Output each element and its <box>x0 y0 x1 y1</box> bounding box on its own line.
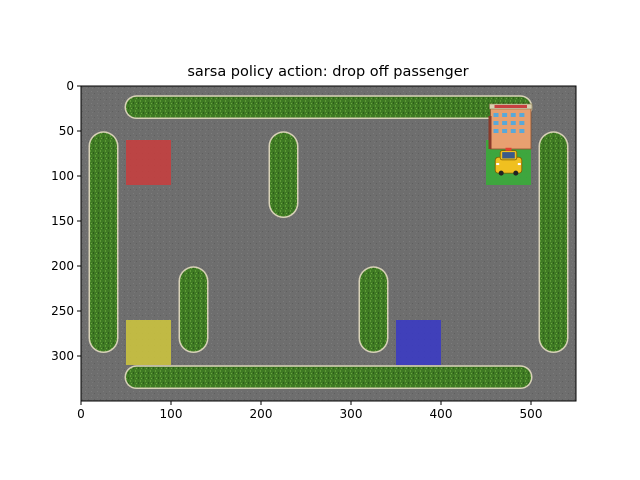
y-tick-label-250: 250 <box>51 304 74 318</box>
x-tick-label-400: 400 <box>430 407 453 421</box>
plot-area <box>80 85 577 402</box>
taxi-icon <box>494 147 523 176</box>
chart-title: sarsa policy action: drop off passenger <box>187 64 468 80</box>
location-blue <box>396 320 441 365</box>
y-tick-label-150: 150 <box>51 214 74 228</box>
y-tick-label-50: 50 <box>59 124 74 138</box>
x-tick-label-100: 100 <box>160 407 183 421</box>
x-tick-label-300: 300 <box>340 407 363 421</box>
hedge-6 <box>358 266 389 353</box>
hedge-4 <box>268 131 299 218</box>
x-tick-label-200: 200 <box>250 407 273 421</box>
location-red <box>126 140 171 185</box>
y-tick-label-300: 300 <box>51 349 74 363</box>
x-tick-label-500: 500 <box>520 407 543 421</box>
hedges <box>88 95 569 389</box>
x-axis: 0 100 200 300 400 500 <box>77 401 542 421</box>
location-yellow <box>126 320 171 365</box>
hedge-3 <box>538 131 569 353</box>
hedge-5 <box>178 266 209 353</box>
hedge-0 <box>124 95 533 119</box>
y-tick-label-0: 0 <box>66 79 74 93</box>
x-tick-label-0: 0 <box>77 407 85 421</box>
hedge-2 <box>88 131 119 353</box>
axes-frame <box>80 85 577 402</box>
locations <box>126 140 531 365</box>
hotel-building-icon <box>488 103 533 150</box>
hedge-1 <box>124 365 533 389</box>
y-tick-label-100: 100 <box>51 169 74 183</box>
y-tick-label-200: 200 <box>51 259 74 273</box>
y-axis: 0 50 100 150 200 250 300 <box>51 79 81 363</box>
